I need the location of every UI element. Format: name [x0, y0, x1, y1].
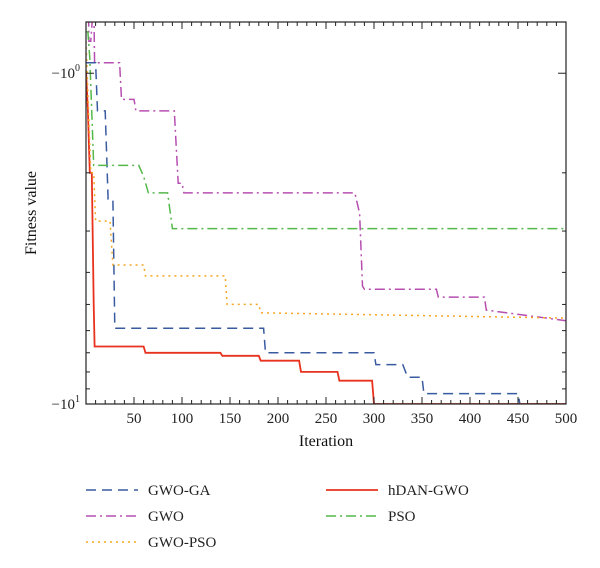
plot-frame — [85, 21, 567, 405]
x-tick-label: 350 — [411, 411, 434, 427]
x-tick-label: 50 — [127, 411, 142, 427]
y-tick-label: −101 — [52, 394, 80, 413]
legend-item-gwo: GWO — [86, 509, 184, 525]
series-line-hdan-gwo — [86, 70, 566, 404]
series-line-pso — [86, 31, 566, 230]
x-tick-label: 150 — [219, 411, 242, 427]
legend-label: GWO — [148, 509, 184, 525]
x-tick-label: 300 — [363, 411, 386, 427]
series-line-gwo-pso — [86, 41, 566, 319]
legend-item-gwo-pso: GWO-PSO — [86, 535, 217, 551]
y-axis-title: Fitness value — [23, 171, 40, 255]
series-line-gwo-ga — [86, 62, 566, 404]
x-tick-label: 100 — [171, 411, 194, 427]
legend-item-pso: PSO — [326, 509, 416, 525]
x-tick-label: 250 — [315, 411, 338, 427]
x-tick-label: 200 — [267, 411, 290, 427]
legend: GWO-GA hDAN-GWO GWO PSO GWO-PSO — [86, 483, 469, 551]
legend-label: PSO — [388, 509, 416, 525]
x-axis-title: Iteration — [299, 433, 353, 450]
x-tick-label: 450 — [507, 411, 530, 427]
x-tick-label: 500 — [555, 411, 578, 427]
x-tick-label: 400 — [459, 411, 482, 427]
series-line-gwo — [87, 22, 566, 322]
legend-label: hDAN-GWO — [388, 483, 469, 499]
legend-label: GWO-PSO — [148, 535, 217, 551]
legend-item-gwo-ga: GWO-GA — [86, 483, 211, 499]
legend-item-hdan-gwo: hDAN-GWO — [326, 483, 469, 499]
y-tick-label: −100 — [52, 63, 80, 82]
legend-label: GWO-GA — [148, 483, 211, 499]
